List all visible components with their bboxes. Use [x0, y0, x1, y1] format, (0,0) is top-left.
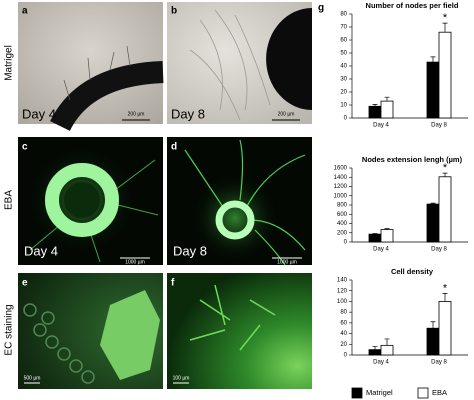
- bar: [368, 233, 382, 243]
- error-bar: [384, 228, 390, 230]
- panel-letter: f: [171, 278, 175, 289]
- day-label: Day 4: [24, 243, 58, 258]
- micrograph: b Day 8 200 µm: [167, 2, 312, 124]
- micrograph: e 500 µm: [18, 273, 163, 389]
- bar: [426, 327, 440, 356]
- chart-title: Cell density: [391, 267, 434, 276]
- panel-letter: c: [22, 142, 28, 153]
- scale-label: 100 µm: [173, 375, 190, 381]
- x-tick-label: Day 4: [373, 360, 389, 366]
- y-tick-label: 100: [337, 299, 348, 305]
- y-tick-label: 40: [340, 331, 347, 337]
- panel-letter: d: [171, 142, 177, 153]
- chart-title: Nodes extension lengh (µm): [362, 155, 463, 164]
- y-tick-label: 0: [344, 353, 348, 359]
- row-label: EC staining: [4, 304, 15, 355]
- legend-swatch: [417, 387, 429, 399]
- scale-label: 1000 µm: [125, 259, 145, 265]
- y-tick-label: 140: [337, 278, 348, 284]
- scale-label: 1000 µm: [277, 259, 297, 265]
- bar: [438, 31, 452, 119]
- legend-label: Matrigel: [366, 388, 393, 397]
- y-tick-label: 800: [337, 203, 348, 209]
- row-label: Matrigel: [4, 45, 15, 81]
- error-bar: [384, 96, 390, 102]
- y-tick-label: 80: [340, 310, 347, 316]
- y-tick-label: 50: [340, 51, 347, 57]
- y-tick-label: 70: [340, 25, 347, 31]
- y-tick-label: 80: [340, 12, 347, 18]
- bar: [380, 344, 394, 356]
- day-label: Day 4: [22, 106, 56, 121]
- y-tick-label: 200: [337, 230, 348, 236]
- panel-letter: g: [318, 3, 324, 14]
- y-tick-label: 1200: [334, 184, 348, 190]
- y-tick-label: 1000: [334, 193, 348, 199]
- annotation: *: [443, 282, 448, 294]
- error-bar: [430, 202, 436, 205]
- scale-label: 200 µm: [278, 111, 295, 117]
- x-tick-label: Day 8: [431, 247, 447, 253]
- y-tick-label: 40: [340, 64, 347, 70]
- annotation: *: [443, 162, 448, 174]
- panel-letter: a: [22, 6, 28, 17]
- y-tick-label: 1400: [334, 175, 348, 181]
- error-bar: [372, 346, 378, 350]
- x-tick-label: Day 4: [373, 123, 389, 129]
- bar: [380, 229, 394, 243]
- panel-letter: e: [22, 278, 28, 289]
- y-tick-label: 0: [344, 240, 348, 246]
- error-bar: [442, 22, 448, 33]
- bar-charts: Number of nodes per field 0 10 20 30 40 50 60 70…: [334, 1, 468, 399]
- y-tick-label: 0: [344, 116, 348, 122]
- bar: [368, 349, 382, 356]
- y-tick-label: 400: [337, 221, 348, 227]
- bar: [426, 203, 440, 243]
- legend-swatch: [351, 387, 363, 399]
- y-tick-label: 120: [337, 288, 348, 294]
- micrograph: a Day 4 200 µm: [18, 2, 164, 132]
- error-bar: [384, 338, 390, 346]
- annotation: *: [443, 12, 448, 24]
- error-bar: [430, 56, 436, 63]
- bar: [438, 301, 452, 356]
- y-tick-label: 1600: [334, 166, 348, 172]
- legend-label: EBA: [432, 388, 447, 397]
- x-tick-label: Day 8: [431, 123, 447, 129]
- y-tick-label: 600: [337, 212, 348, 218]
- scale-label: 500 µm: [24, 375, 41, 381]
- x-tick-label: Day 4: [373, 247, 389, 253]
- y-tick-label: 10: [340, 103, 347, 109]
- micrograph: d Day 8 1000 µm: [167, 137, 312, 266]
- panel-letter: b: [171, 6, 177, 17]
- day-label: Day 8: [173, 243, 207, 258]
- y-tick-label: 60: [340, 38, 347, 44]
- bar: [438, 176, 452, 243]
- chart-title: Number of nodes per field: [366, 1, 459, 10]
- bar: [368, 105, 382, 119]
- micrograph: f 100 µm: [167, 273, 312, 389]
- error-bar: [442, 172, 448, 177]
- bar: [380, 100, 394, 119]
- y-tick-label: 30: [340, 77, 347, 83]
- x-tick-label: Day 8: [431, 360, 447, 366]
- error-bar: [442, 293, 448, 302]
- error-bar: [430, 321, 436, 329]
- day-label: Day 8: [171, 106, 205, 121]
- y-tick-label: 60: [340, 320, 347, 326]
- y-tick-label: 20: [340, 90, 347, 96]
- bar: [426, 61, 440, 119]
- scale-label: 200 µm: [128, 111, 145, 117]
- error-bar: [372, 104, 378, 107]
- micrograph: c Day 4 1000 µm: [18, 137, 163, 265]
- y-tick-label: 20: [340, 342, 347, 348]
- row-label: EBA: [4, 190, 15, 210]
- error-bar: [372, 233, 378, 235]
